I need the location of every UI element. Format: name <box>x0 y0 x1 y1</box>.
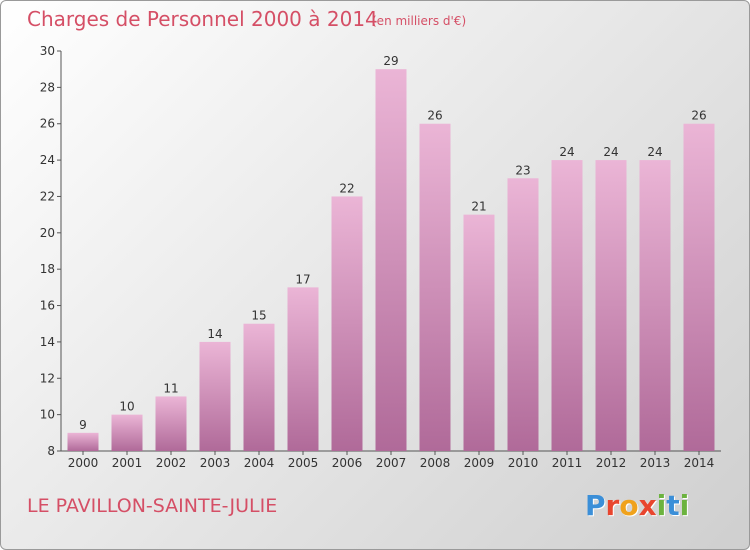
location-name: LE PAVILLON-SAINTE-JULIE <box>27 495 278 517</box>
bar-2008 <box>419 123 451 452</box>
value-label-2004: 15 <box>251 309 266 323</box>
x-tick-label-2006: 2006 <box>332 456 363 470</box>
logo-letter: x <box>638 489 657 522</box>
y-tick-label: 24 <box>40 153 55 167</box>
bar-2009 <box>463 214 495 451</box>
x-tick-label-2010: 2010 <box>508 456 539 470</box>
bar-2000 <box>67 432 99 451</box>
bar-2006 <box>331 196 363 451</box>
value-label-2013: 24 <box>647 145 662 159</box>
bars <box>67 69 715 452</box>
x-tick-label-2004: 2004 <box>244 456 275 470</box>
y-tick-label: 20 <box>40 226 55 240</box>
value-label-2006: 22 <box>339 181 354 195</box>
x-tick-label-2009: 2009 <box>464 456 495 470</box>
y-tick-label: 12 <box>40 371 55 385</box>
x-tick-label-2002: 2002 <box>156 456 187 470</box>
value-label-2005: 17 <box>295 272 310 286</box>
bar-2013 <box>639 160 671 451</box>
y-tick-label: 8 <box>47 444 55 458</box>
x-tick-label-2008: 2008 <box>420 456 451 470</box>
value-label-2010: 23 <box>515 163 530 177</box>
x-tick-label-2000: 2000 <box>68 456 99 470</box>
value-label-2001: 10 <box>119 400 134 414</box>
y-tick-label: 16 <box>40 299 55 313</box>
bar-2011 <box>551 160 583 451</box>
x-tick-label-2013: 2013 <box>640 456 671 470</box>
y-tick-label: 18 <box>40 262 55 276</box>
bar-2014 <box>683 123 715 452</box>
value-label-2003: 14 <box>207 327 222 341</box>
bar-2002 <box>155 396 187 451</box>
x-tick-label-2012: 2012 <box>596 456 627 470</box>
x-tick-label-2005: 2005 <box>288 456 319 470</box>
value-label-2007: 29 <box>383 54 398 68</box>
bar-2007 <box>375 69 407 451</box>
x-tick-label-2003: 2003 <box>200 456 231 470</box>
bar-2005 <box>287 287 319 451</box>
proxiti-logo[interactable]: Proxiti <box>585 489 689 522</box>
logo-letter: P <box>585 489 606 522</box>
y-tick-label: 10 <box>40 408 55 422</box>
logo-letter: r <box>605 489 620 522</box>
x-tick-label-2011: 2011 <box>552 456 583 470</box>
chart-subtitle: (en milliers d'€) <box>372 14 467 28</box>
bar-2012 <box>595 160 627 451</box>
y-tick-label: 28 <box>40 80 55 94</box>
logo-letter: o <box>619 489 639 522</box>
value-label-2009: 21 <box>471 200 486 214</box>
y-tick-label: 26 <box>40 117 55 131</box>
value-label-2014: 26 <box>691 109 706 123</box>
value-label-2012: 24 <box>603 145 618 159</box>
value-label-2000: 9 <box>79 418 87 432</box>
x-tick-label-2014: 2014 <box>684 456 715 470</box>
bar-2010 <box>507 178 539 452</box>
y-tick-label: 30 <box>40 44 55 58</box>
logo-letter: i <box>656 489 667 522</box>
value-labels: 9 10 11 14 15 17 22 29 26 21 23 24 24 24 26 <box>79 54 706 432</box>
y-tick-label: 22 <box>40 189 55 203</box>
axes: 8 10 12 14 16 18 20 22 24 26 28 30 2000 2001 2002 2003 2… <box>40 44 721 470</box>
value-label-2008: 26 <box>427 109 442 123</box>
x-tick-label-2001: 2001 <box>112 456 143 470</box>
logo-letter: t <box>666 489 680 522</box>
x-tick-label-2007: 2007 <box>376 456 407 470</box>
bar-2004 <box>243 323 275 451</box>
value-label-2002: 11 <box>163 381 178 395</box>
bar-2001 <box>111 414 143 451</box>
logo-letter: i <box>679 489 690 522</box>
bar-2003 <box>199 341 231 451</box>
y-tick-label: 14 <box>40 335 55 349</box>
value-label-2011: 24 <box>559 145 574 159</box>
chart-title: Charges de Personnel 2000 à 2014 <box>27 7 378 31</box>
